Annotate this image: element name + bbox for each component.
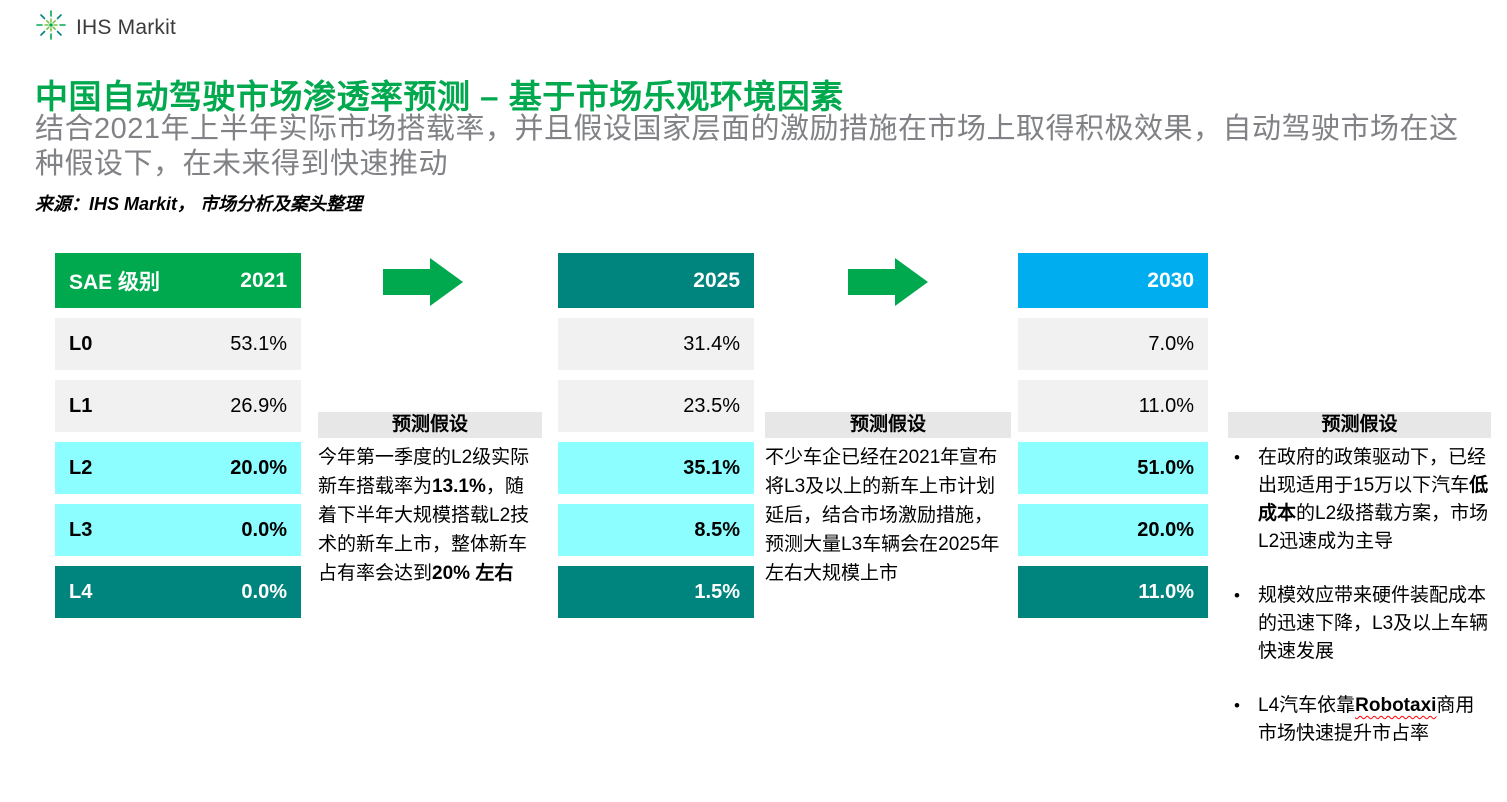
value-cell: 8.5% — [558, 504, 754, 556]
value-cell: 53.1% — [177, 318, 301, 370]
table-row-l1: 11.0% — [1018, 380, 1208, 432]
table-row-l2: 35.1% — [558, 442, 754, 494]
table-row-l3: 20.0% — [1018, 504, 1208, 556]
brand-name: IHS Markit — [76, 15, 177, 39]
text-run: 的L2级搭载方案，市场L2迅速成为主导 — [1258, 503, 1489, 552]
value-cell: 20.0% — [177, 442, 301, 494]
bullet-item: 在政府的政策驱动下，已经出现适用于15万以下汽车低成本的L2级搭载方案，市场L2… — [1228, 444, 1491, 556]
bold-text: Robotaxi — [1355, 695, 1437, 716]
penetration-table-2030: 2030 7.0% 11.0% 51.0% 20.0% 11.0% — [1018, 253, 1208, 618]
year-header-2030: 2030 — [1147, 268, 1194, 292]
assumption-text: 今年第一季度的L2级实际新车搭载率为13.1%，随着下半年大规模搭载L2技术的新… — [318, 443, 542, 588]
sae-level-label: L2 — [55, 442, 177, 494]
arrow-body — [848, 269, 895, 295]
value-cell: 31.4% — [558, 318, 754, 370]
value-cell: 1.5% — [558, 566, 754, 618]
year-header-2025: 2025 — [693, 268, 740, 292]
value-cell: 23.5% — [558, 380, 754, 432]
value-cell: 0.0% — [177, 504, 301, 556]
sae-level-column-header: SAE 级别 — [69, 270, 161, 294]
value-cell: 11.0% — [1018, 380, 1208, 432]
value-cell: 51.0% — [1018, 442, 1208, 494]
bold-text: 20% 左右 — [432, 563, 514, 584]
table-row-l2: 51.0% — [1018, 442, 1208, 494]
text-run: L4汽车依靠 — [1258, 695, 1356, 716]
arrow-body — [383, 269, 430, 295]
sae-level-label: L3 — [55, 504, 177, 556]
value-cell: 11.0% — [1018, 566, 1208, 618]
text-run: 今年第一季度的L2级实际新车搭载率为 — [318, 447, 530, 497]
sae-level-label: L0 — [55, 318, 177, 370]
table-row-l4: 1.5% — [558, 566, 754, 618]
value-cell: 26.9% — [177, 380, 301, 432]
table-header-row-2030: 2030 — [1018, 253, 1208, 308]
page-subtitle: 结合2021年上半年实际市场搭载率，并且假设国家层面的激励措施在市场上取得积极效… — [35, 113, 1459, 181]
bold-text: 13.1% — [432, 476, 486, 497]
table-row-l4: 11.0% — [1018, 566, 1208, 618]
table-row-l2: L2 20.0% — [55, 442, 301, 494]
text-run: ，随着下半年大规模搭载L2技术的新车上市，整体新车占有率会达到 — [318, 476, 530, 584]
table-row-l1: 23.5% — [558, 380, 754, 432]
value-cell: 0.0% — [177, 566, 301, 618]
assumption-bullet-list: 在政府的政策驱动下，已经出现适用于15万以下汽车低成本的L2级搭载方案，市场L2… — [1228, 444, 1491, 748]
table-row-l3: 8.5% — [558, 504, 754, 556]
page-title: 中国自动驾驶市场渗透率预测 – 基于市场乐观环境因素 — [35, 78, 844, 115]
assumption-block-1: 预测假设 今年第一季度的L2级实际新车搭载率为13.1%，随着下半年大规模搭载L… — [318, 412, 542, 588]
year-header-2021: 2021 — [240, 268, 287, 292]
sae-level-label: L1 — [55, 380, 177, 432]
bullet-item: 规模效应带来硬件装配成本的迅速下降，L3及以上车辆快速发展 — [1228, 582, 1491, 666]
penetration-table-2021: SAE 级别 2021 L0 53.1% L1 26.9% L2 20.0% L… — [55, 253, 301, 618]
table-row-l3: L3 0.0% — [55, 504, 301, 556]
table-header-row-2021: SAE 级别 2021 — [55, 253, 301, 308]
assumption-title: 预测假设 — [318, 412, 542, 438]
arrow-head — [430, 258, 463, 306]
right-arrow-icon — [848, 258, 928, 306]
right-arrow-icon — [383, 258, 463, 306]
brand-header: IHS Markit — [34, 8, 176, 47]
table-row-l0: 31.4% — [558, 318, 754, 370]
table-row-l0: 7.0% — [1018, 318, 1208, 370]
value-cell: 35.1% — [558, 442, 754, 494]
bold-text: 低成本 — [1258, 475, 1489, 524]
penetration-table-2025: 2025 31.4% 23.5% 35.1% 8.5% 1.5% — [558, 253, 754, 618]
table-row-l4: L4 0.0% — [55, 566, 301, 618]
assumption-title: 预测假设 — [1228, 412, 1491, 438]
table-header-row-2025: 2025 — [558, 253, 754, 308]
table-row-l0: L0 53.1% — [55, 318, 301, 370]
text-run: 商用市场快速提升市占率 — [1258, 695, 1475, 744]
assumption-block-3: 预测假设 在政府的政策驱动下，已经出现适用于15万以下汽车低成本的L2级搭载方案… — [1228, 412, 1491, 774]
arrow-head — [895, 258, 928, 306]
sae-level-label: L4 — [55, 566, 177, 618]
table-row-l1: L1 26.9% — [55, 380, 301, 432]
assumption-block-2: 预测假设 不少车企已经在2021年宣布将L3及以上的新车上市计划延后，结合市场激… — [765, 412, 1011, 588]
value-cell: 20.0% — [1018, 504, 1208, 556]
value-cell: 7.0% — [1018, 318, 1208, 370]
bullet-item: L4汽车依靠Robotaxi商用市场快速提升市占率 — [1228, 692, 1491, 748]
source-note: 来源：IHS Markit， 市场分析及案头整理 — [35, 194, 363, 214]
text-run: 在政府的政策驱动下，已经出现适用于15万以下汽车 — [1258, 447, 1487, 496]
assumption-title: 预测假设 — [765, 412, 1011, 438]
ihs-markit-logo-icon — [34, 8, 68, 47]
assumption-text: 不少车企已经在2021年宣布将L3及以上的新车上市计划延后，结合市场激励措施，预… — [765, 447, 1000, 584]
